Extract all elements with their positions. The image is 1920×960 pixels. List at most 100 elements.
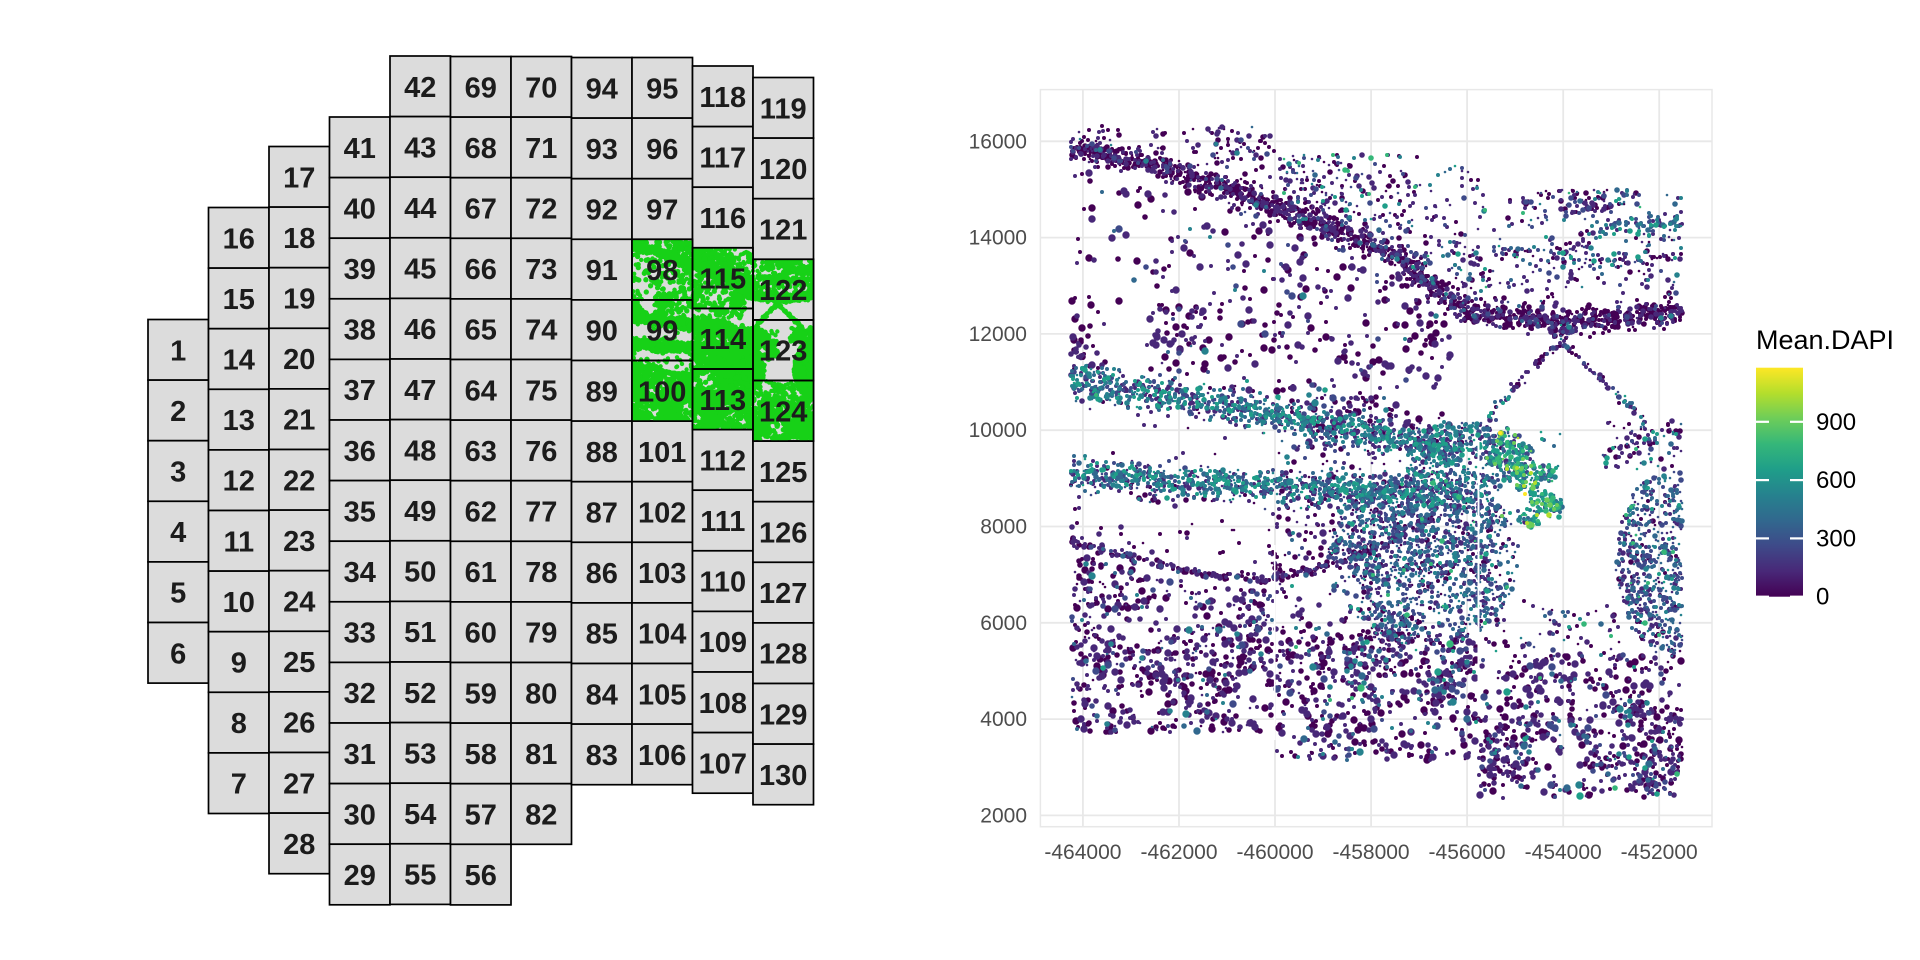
svg-text:13: 13 xyxy=(223,405,255,437)
svg-text:-464000: -464000 xyxy=(1044,841,1121,864)
svg-text:125: 125 xyxy=(759,457,807,489)
svg-text:27: 27 xyxy=(283,768,315,800)
svg-text:118: 118 xyxy=(699,82,746,114)
svg-text:22: 22 xyxy=(283,465,315,497)
svg-text:900: 900 xyxy=(1816,409,1856,436)
svg-text:16: 16 xyxy=(223,223,255,255)
svg-text:103: 103 xyxy=(638,558,686,590)
svg-text:300: 300 xyxy=(1816,525,1856,552)
svg-text:100: 100 xyxy=(638,376,686,408)
svg-text:49: 49 xyxy=(404,496,436,528)
svg-text:80: 80 xyxy=(525,678,557,710)
svg-text:24: 24 xyxy=(283,587,315,619)
svg-text:95: 95 xyxy=(646,73,678,105)
svg-text:42: 42 xyxy=(404,72,436,104)
svg-text:92: 92 xyxy=(586,195,618,227)
svg-text:112: 112 xyxy=(699,445,746,477)
svg-text:45: 45 xyxy=(404,254,436,286)
svg-text:102: 102 xyxy=(638,498,686,530)
svg-text:50: 50 xyxy=(404,557,436,589)
svg-text:48: 48 xyxy=(404,435,436,467)
svg-text:65: 65 xyxy=(465,315,497,347)
svg-text:21: 21 xyxy=(283,405,315,437)
svg-text:17: 17 xyxy=(283,162,315,194)
svg-text:126: 126 xyxy=(759,518,807,550)
svg-text:87: 87 xyxy=(586,498,618,530)
svg-text:44: 44 xyxy=(404,193,436,225)
svg-text:77: 77 xyxy=(525,497,557,529)
svg-text:46: 46 xyxy=(404,314,436,346)
svg-text:8: 8 xyxy=(231,708,247,740)
svg-text:67: 67 xyxy=(465,194,497,226)
svg-text:11: 11 xyxy=(223,526,254,558)
svg-text:98: 98 xyxy=(646,255,678,287)
svg-text:39: 39 xyxy=(344,254,376,286)
svg-text:1: 1 xyxy=(170,335,186,367)
svg-text:Mean.DAPI: Mean.DAPI xyxy=(1756,325,1894,355)
svg-text:25: 25 xyxy=(283,647,315,679)
svg-text:5: 5 xyxy=(170,578,186,610)
svg-text:55: 55 xyxy=(404,860,436,892)
svg-text:34: 34 xyxy=(344,557,376,589)
svg-text:14000: 14000 xyxy=(969,227,1027,250)
svg-text:26: 26 xyxy=(283,708,315,740)
svg-text:70: 70 xyxy=(525,72,557,104)
svg-text:18: 18 xyxy=(283,223,315,255)
svg-text:71: 71 xyxy=(525,133,557,165)
svg-text:72: 72 xyxy=(525,194,557,226)
svg-text:14: 14 xyxy=(223,345,255,377)
svg-text:114: 114 xyxy=(699,324,746,356)
svg-text:115: 115 xyxy=(699,264,746,296)
svg-text:4000: 4000 xyxy=(980,708,1027,731)
svg-text:30: 30 xyxy=(344,799,376,831)
svg-text:101: 101 xyxy=(638,437,686,469)
svg-text:-462000: -462000 xyxy=(1140,841,1217,864)
svg-text:6000: 6000 xyxy=(980,612,1027,635)
svg-text:107: 107 xyxy=(699,748,747,780)
svg-text:6: 6 xyxy=(170,638,186,670)
svg-text:43: 43 xyxy=(404,132,436,164)
svg-text:75: 75 xyxy=(525,375,557,407)
svg-text:105: 105 xyxy=(638,679,686,711)
svg-text:74: 74 xyxy=(525,315,557,347)
svg-text:8000: 8000 xyxy=(980,516,1027,539)
svg-text:88: 88 xyxy=(586,437,618,469)
svg-text:52: 52 xyxy=(404,678,436,710)
svg-text:99: 99 xyxy=(646,316,678,348)
svg-text:110: 110 xyxy=(699,567,746,599)
svg-text:-456000: -456000 xyxy=(1429,841,1506,864)
svg-text:19: 19 xyxy=(283,284,315,316)
svg-text:10: 10 xyxy=(223,587,255,619)
svg-text:0: 0 xyxy=(1816,584,1829,611)
svg-text:-454000: -454000 xyxy=(1525,841,1602,864)
svg-text:20: 20 xyxy=(283,344,315,376)
svg-text:57: 57 xyxy=(465,800,497,832)
svg-text:31: 31 xyxy=(344,739,376,771)
svg-text:113: 113 xyxy=(699,385,746,417)
svg-text:10000: 10000 xyxy=(969,419,1027,442)
svg-text:85: 85 xyxy=(586,619,618,651)
svg-text:-460000: -460000 xyxy=(1236,841,1313,864)
svg-text:61: 61 xyxy=(465,557,497,589)
svg-text:-452000: -452000 xyxy=(1621,841,1698,864)
svg-text:64: 64 xyxy=(465,375,497,407)
svg-text:81: 81 xyxy=(525,739,557,771)
svg-text:51: 51 xyxy=(404,617,436,649)
svg-text:76: 76 xyxy=(525,436,557,468)
svg-text:122: 122 xyxy=(759,275,807,307)
svg-text:84: 84 xyxy=(586,679,618,711)
svg-text:58: 58 xyxy=(465,739,497,771)
svg-text:97: 97 xyxy=(646,195,678,227)
svg-text:7: 7 xyxy=(231,769,247,801)
svg-text:78: 78 xyxy=(525,557,557,589)
svg-text:12: 12 xyxy=(223,466,255,498)
svg-text:63: 63 xyxy=(465,436,497,468)
svg-text:15: 15 xyxy=(223,284,255,316)
svg-text:96: 96 xyxy=(646,134,678,166)
svg-text:9: 9 xyxy=(231,648,247,680)
svg-text:86: 86 xyxy=(586,558,618,590)
svg-text:-458000: -458000 xyxy=(1333,841,1410,864)
svg-text:36: 36 xyxy=(344,436,376,468)
svg-text:68: 68 xyxy=(465,133,497,165)
svg-text:53: 53 xyxy=(404,738,436,770)
